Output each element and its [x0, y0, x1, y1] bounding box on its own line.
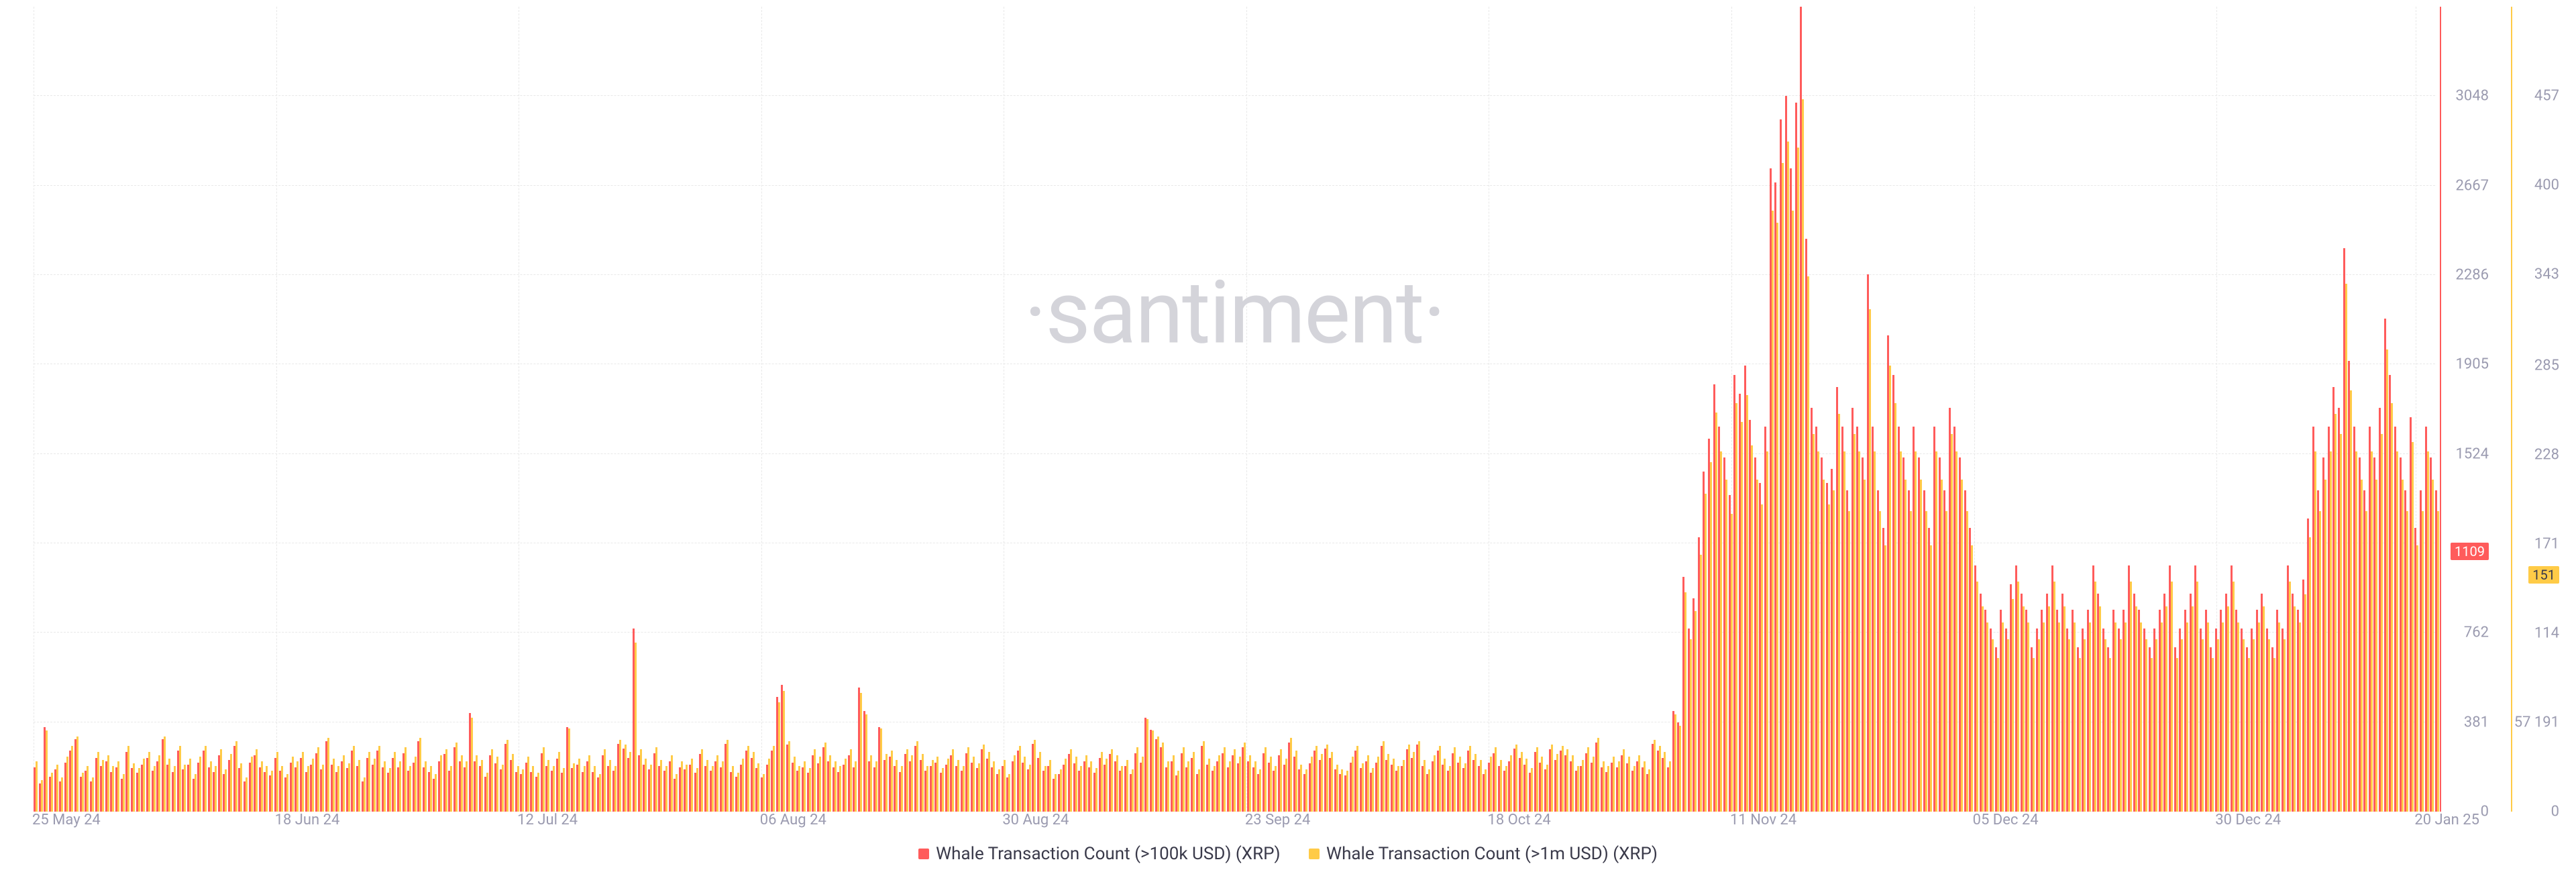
y-left-label: 2667: [2456, 177, 2489, 194]
y-left-label: 3048: [2456, 88, 2489, 105]
y-left-label: 1524: [2456, 445, 2489, 462]
x-axis-label: 18 Oct 24: [1487, 812, 1550, 828]
x-axis-label: 18 Jun 24: [275, 812, 340, 828]
y-right-current-badge: 151: [2528, 566, 2559, 584]
y-right-label: 228: [2534, 446, 2559, 463]
legend-item-yellow: Whale Transaction Count (>1m USD) (XRP): [1309, 844, 1658, 864]
y-axis-right: 011417122828534340045757 191151: [2512, 7, 2559, 812]
legend-item-red: Whale Transaction Count (>100k USD) (XRP…: [918, 844, 1280, 864]
x-axis-label: 05 Dec 24: [1973, 812, 2039, 828]
legend: Whale Transaction Count (>100k USD) (XRP…: [0, 844, 2576, 864]
y-left-current-badge: 1109: [2451, 543, 2489, 560]
x-axis-label: 25 May 24: [32, 812, 101, 828]
y-left-label: 2286: [2456, 267, 2489, 284]
y-right-label: 457: [2534, 88, 2559, 105]
y-right-label: 343: [2534, 266, 2559, 283]
y-left-label: 1905: [2456, 356, 2489, 373]
legend-swatch-red: [918, 849, 929, 859]
legend-label-red: Whale Transaction Count (>100k USD) (XRP…: [936, 844, 1280, 864]
x-axis-label: 30 Dec 24: [2215, 812, 2281, 828]
x-axis-label: 20 Jan 25: [2414, 812, 2479, 828]
y-axis-indicator-left: [2440, 7, 2441, 812]
y-left-label: 0: [2481, 804, 2489, 820]
y-right-label: 0: [2551, 804, 2559, 820]
y-left-label: 381: [2464, 714, 2489, 730]
x-axis-label: 30 Aug 24: [1002, 812, 1069, 828]
y-left-label: 762: [2464, 624, 2489, 641]
plot-area: ·santiment·: [34, 7, 2435, 812]
y-axis-left: 0381762152419052286266730481109: [2442, 7, 2489, 812]
y-right-label: 400: [2534, 177, 2559, 194]
y-right-label: 57 191: [2514, 714, 2559, 730]
y-right-label: 114: [2534, 624, 2559, 641]
x-axis-label: 12 Jul 24: [517, 812, 578, 828]
bars-series-red: [34, 7, 2435, 812]
x-axis-label: 23 Sep 24: [1245, 812, 1310, 828]
x-axis: 25 May 24 18 Jun 24 12 Jul 24 06 Aug 24 30 A…: [34, 812, 2435, 830]
legend-swatch-yellow: [1309, 849, 1320, 859]
x-axis-label: 11 Nov 24: [1730, 812, 1796, 828]
x-axis-label: 06 Aug 24: [760, 812, 826, 828]
y-right-label: 171: [2534, 535, 2559, 552]
y-right-label: 285: [2534, 357, 2559, 374]
legend-label-yellow: Whale Transaction Count (>1m USD) (XRP): [1326, 844, 1658, 864]
whale-tx-chart: ·santiment· 0 381 762 1524 1905 2286 2667 3048 1…: [0, 0, 2576, 872]
